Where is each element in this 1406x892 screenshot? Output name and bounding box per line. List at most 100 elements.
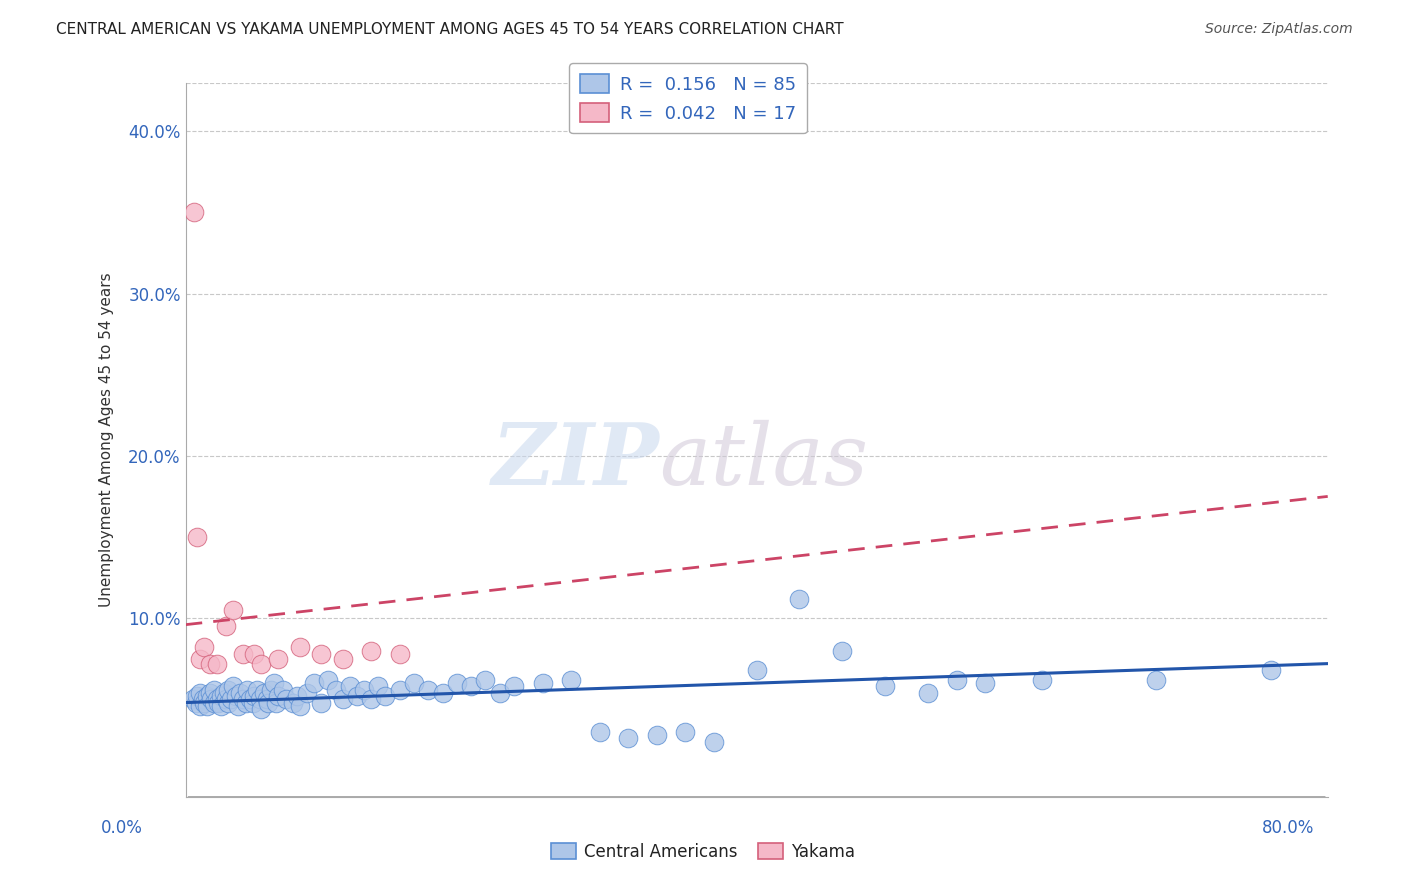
- Point: [288, 698, 311, 713]
- Point: [212, 686, 235, 700]
- Point: [288, 640, 311, 655]
- Point: [222, 603, 245, 617]
- Point: [388, 682, 411, 697]
- Point: [191, 692, 214, 706]
- Point: [588, 724, 610, 739]
- Point: [1031, 673, 1053, 687]
- Point: [188, 652, 211, 666]
- Point: [325, 682, 347, 697]
- Point: [281, 696, 304, 710]
- Point: [188, 698, 211, 713]
- Text: 0.0%: 0.0%: [101, 819, 143, 837]
- Point: [184, 696, 207, 710]
- Point: [239, 692, 262, 706]
- Point: [181, 692, 204, 706]
- Point: [974, 676, 997, 690]
- Point: [221, 692, 243, 706]
- Point: [243, 689, 266, 703]
- Point: [229, 686, 252, 700]
- Point: [232, 647, 254, 661]
- Point: [249, 692, 271, 706]
- Point: [217, 682, 239, 697]
- Point: [242, 696, 264, 710]
- Point: [250, 702, 273, 716]
- Point: [183, 205, 205, 219]
- Point: [214, 619, 236, 633]
- Text: atlas: atlas: [659, 420, 869, 502]
- Point: [263, 676, 285, 690]
- Text: 80.0%: 80.0%: [1263, 819, 1315, 837]
- Point: [309, 696, 332, 710]
- Point: [353, 682, 375, 697]
- Point: [831, 643, 853, 657]
- Point: [388, 647, 411, 661]
- Point: [402, 676, 425, 690]
- Point: [205, 692, 228, 706]
- Point: [560, 673, 582, 687]
- Point: [193, 640, 215, 655]
- Point: [346, 689, 368, 703]
- Point: [945, 673, 967, 687]
- Text: Source: ZipAtlas.com: Source: ZipAtlas.com: [1205, 22, 1353, 37]
- Text: ZIP: ZIP: [492, 419, 659, 503]
- Point: [198, 686, 221, 700]
- Point: [235, 696, 257, 710]
- Legend: Central Americans, Yakama: Central Americans, Yakama: [544, 837, 862, 868]
- Point: [232, 692, 254, 706]
- Point: [367, 679, 389, 693]
- Point: [267, 689, 290, 703]
- Point: [745, 663, 768, 677]
- Point: [474, 673, 496, 687]
- Legend: R =  0.156   N = 85, R =  0.042   N = 17: R = 0.156 N = 85, R = 0.042 N = 17: [569, 63, 807, 134]
- Point: [531, 676, 554, 690]
- Point: [246, 682, 269, 697]
- Point: [217, 696, 239, 710]
- Point: [198, 657, 221, 671]
- Point: [202, 696, 225, 710]
- Point: [225, 689, 247, 703]
- Point: [1144, 673, 1167, 687]
- Point: [460, 679, 482, 693]
- Point: [250, 657, 273, 671]
- Point: [222, 679, 245, 693]
- Point: [188, 686, 211, 700]
- Point: [195, 698, 218, 713]
- Point: [1260, 663, 1282, 677]
- Point: [917, 686, 939, 700]
- Point: [617, 731, 640, 746]
- Point: [209, 689, 232, 703]
- Point: [202, 682, 225, 697]
- Point: [195, 689, 218, 703]
- Point: [228, 698, 250, 713]
- Point: [645, 728, 668, 742]
- Point: [503, 679, 526, 693]
- Point: [332, 692, 354, 706]
- Point: [285, 689, 308, 703]
- Point: [339, 679, 361, 693]
- Point: [673, 724, 696, 739]
- Point: [318, 673, 340, 687]
- Text: CENTRAL AMERICAN VS YAKAMA UNEMPLOYMENT AMONG AGES 45 TO 54 YEARS CORRELATION CH: CENTRAL AMERICAN VS YAKAMA UNEMPLOYMENT …: [56, 22, 844, 37]
- Point: [186, 530, 208, 544]
- Point: [243, 647, 266, 661]
- Point: [253, 686, 276, 700]
- Point: [488, 686, 510, 700]
- Point: [200, 692, 222, 706]
- Y-axis label: Unemployment Among Ages 45 to 54 years: Unemployment Among Ages 45 to 54 years: [100, 272, 114, 607]
- Point: [432, 686, 454, 700]
- Point: [214, 692, 236, 706]
- Point: [374, 689, 396, 703]
- Point: [302, 676, 325, 690]
- Point: [236, 682, 259, 697]
- Point: [703, 734, 725, 748]
- Point: [274, 692, 297, 706]
- Point: [264, 696, 287, 710]
- Point: [295, 686, 318, 700]
- Point: [267, 652, 290, 666]
- Point: [271, 682, 294, 697]
- Point: [257, 696, 280, 710]
- Point: [209, 698, 232, 713]
- Point: [446, 676, 468, 690]
- Point: [360, 643, 382, 657]
- Point: [332, 652, 354, 666]
